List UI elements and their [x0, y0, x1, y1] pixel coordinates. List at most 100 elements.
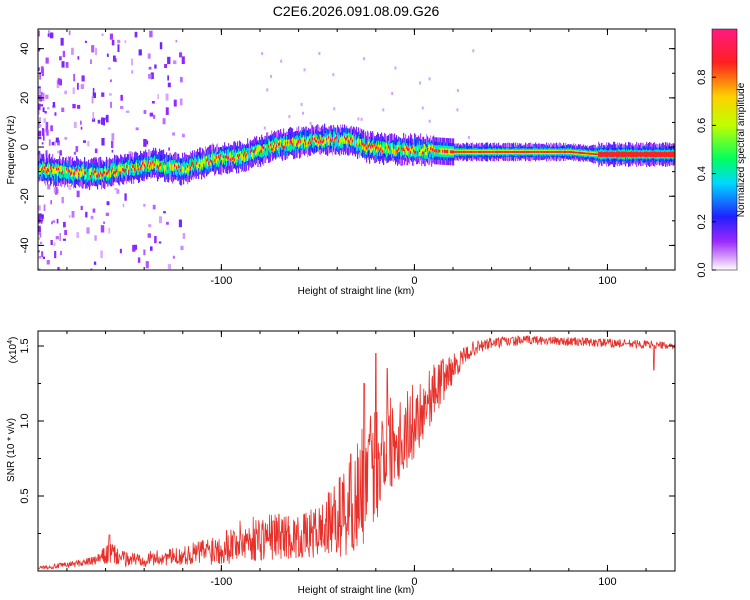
ridge-cell: [327, 135, 329, 142]
ridge-cell: [510, 151, 512, 153]
noise-cell: [101, 137, 105, 146]
noise-cell: [54, 250, 57, 259]
ridge-cell: [108, 170, 110, 178]
ridge-cell: [203, 157, 205, 165]
noise-cell: [117, 44, 120, 53]
noise-cell: [41, 92, 45, 101]
ridge-cell: [196, 161, 198, 169]
ridge-cell: [325, 136, 327, 144]
y-multiplier-close: ): [8, 337, 19, 340]
ridge-cell: [439, 149, 441, 153]
ridge-cell: [332, 137, 334, 149]
ridge-cell: [548, 151, 550, 153]
noise-cell: [38, 205, 41, 211]
ridge-cell: [447, 150, 449, 154]
x-tick-label: -100: [210, 576, 232, 588]
ridge-cell: [300, 139, 302, 143]
ridge-cell: [165, 164, 167, 171]
ridge-cell: [482, 151, 484, 153]
noise-cell: [38, 250, 40, 253]
ridge-cell: [130, 163, 132, 175]
ridge-cell: [245, 155, 247, 159]
ridge-cell: [329, 133, 331, 140]
ridge-cell: [255, 147, 257, 151]
noise-cell: [149, 30, 153, 38]
noise-cell: [92, 87, 95, 95]
ridge-cell: [495, 151, 497, 153]
ridge-cell: [310, 134, 312, 146]
ridge-cell: [401, 145, 403, 157]
ridge-cell: [199, 158, 201, 165]
ridge-cell: [494, 151, 496, 153]
ridge-cell: [656, 153, 658, 156]
ridge-cell: [81, 168, 83, 172]
noise-cell: [80, 84, 85, 89]
ridge-cell: [355, 140, 357, 147]
ridge-cell: [320, 139, 322, 143]
ridge-cell: [120, 171, 122, 175]
ridge-cell: [527, 151, 529, 153]
ridge-cell: [554, 151, 556, 153]
ridge-cell: [381, 144, 383, 157]
ridge-cell: [352, 135, 354, 143]
ridge-cell: [68, 168, 70, 181]
ridge-cell: [649, 153, 651, 156]
ridge-cell: [383, 144, 385, 151]
ridge-cell: [158, 162, 160, 169]
ridge-cell: [260, 146, 262, 153]
ridge-cell: [313, 134, 315, 142]
noise-cell: [111, 140, 114, 149]
ridge-cell: [270, 143, 272, 147]
noise-cell: [84, 40, 87, 43]
ridge-cell: [567, 151, 569, 153]
ridge-cell: [74, 171, 76, 175]
ridge-cell: [180, 169, 182, 173]
ridge-cell: [149, 159, 151, 167]
ridge-cell: [485, 151, 487, 153]
noise-cell: [149, 246, 153, 251]
ridge-cell: [392, 147, 394, 154]
noise-cell: [42, 128, 45, 137]
ridge-cell: [120, 167, 122, 174]
ridge-cell: [105, 167, 107, 175]
ridge-cell: [428, 145, 430, 152]
ridge-cell: [489, 151, 491, 153]
ridge-cell: [587, 152, 589, 155]
noise-cell: [91, 45, 95, 53]
ridge-cell: [608, 153, 610, 156]
y-multiplier-base: (x10: [8, 343, 19, 363]
ridge-cell: [366, 146, 368, 150]
noise-cell: [428, 119, 431, 123]
noise-cell: [419, 81, 422, 85]
ridge-cell: [70, 172, 72, 176]
ridge-cell: [46, 170, 48, 174]
ridge-cell: [223, 155, 225, 159]
ridge-cell: [446, 150, 448, 153]
ridge-cell: [385, 146, 387, 150]
noise-cell: [40, 91, 43, 98]
noise-cell: [163, 211, 166, 214]
noise-cell: [46, 259, 50, 265]
ridge-cell: [613, 153, 615, 156]
ridge-cell: [76, 172, 78, 179]
noise-cell: [300, 102, 303, 106]
ridge-cell: [79, 168, 81, 172]
ridge-cell: [216, 157, 218, 164]
ridge-cell: [282, 145, 284, 149]
ridge-cell: [576, 151, 578, 154]
ridge-cell: [157, 160, 159, 168]
ridge-cell: [458, 151, 460, 153]
noise-cell: [64, 90, 68, 95]
noise-cell: [76, 232, 80, 238]
ridge-cell: [268, 145, 270, 148]
ridge-cell: [81, 170, 83, 177]
ridge-cell: [158, 166, 160, 170]
ridge-cell: [359, 143, 361, 147]
ridge-cell: [275, 147, 277, 151]
ridge-cell: [257, 145, 259, 152]
noise-cell: [105, 212, 109, 217]
noise-cell: [106, 53, 109, 57]
ridge-cell: [303, 136, 305, 143]
ridge-cell: [419, 149, 421, 156]
y-tick-label: -20: [19, 188, 31, 204]
